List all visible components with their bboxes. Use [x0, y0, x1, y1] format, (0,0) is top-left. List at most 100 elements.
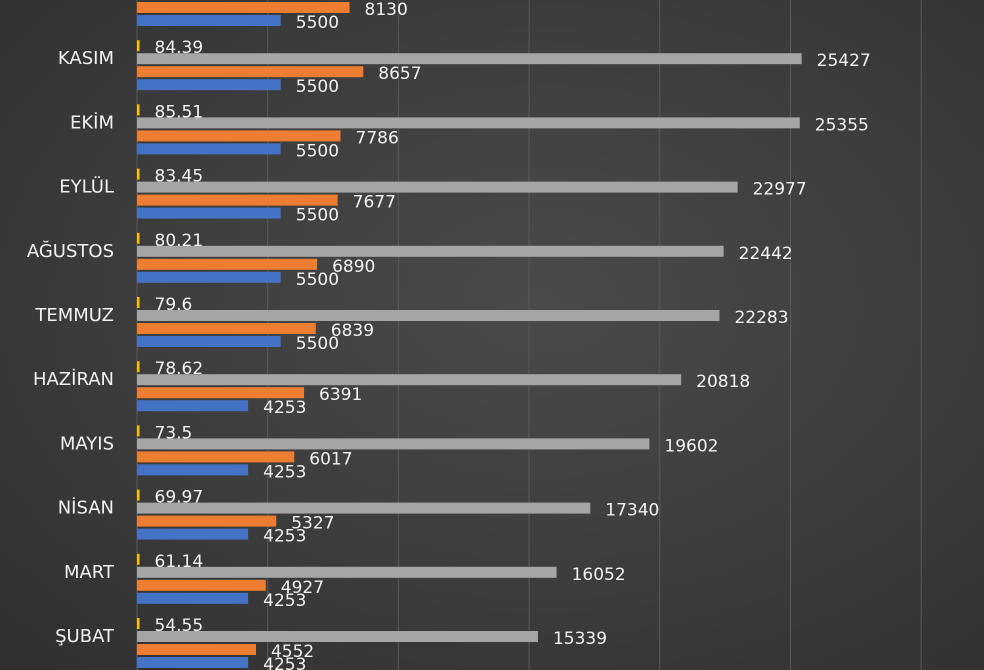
data-label: 4253	[263, 527, 306, 547]
data-label: 84.39	[155, 38, 204, 58]
category-label: EYLÜL	[59, 176, 114, 198]
category-label: MART	[64, 562, 115, 583]
bar	[137, 438, 650, 450]
data-label: 79.6	[155, 295, 193, 315]
category-label: KASIM	[58, 48, 114, 69]
data-label: 6391	[319, 385, 362, 405]
bar	[137, 579, 266, 591]
bar	[137, 66, 364, 78]
bar	[137, 323, 316, 334]
data-label: 54.55	[155, 616, 204, 636]
gridlines	[136, 0, 922, 670]
data-label: 17340	[605, 501, 659, 521]
data-label: 5500	[296, 13, 339, 33]
bar	[137, 207, 281, 219]
data-label: 8657	[378, 64, 421, 84]
bar	[137, 130, 341, 142]
bar	[137, 657, 249, 668]
bar	[137, 425, 140, 437]
data-label: 85.51	[155, 102, 204, 122]
data-label: 69.97	[155, 488, 204, 508]
bar	[137, 489, 140, 501]
bar	[137, 361, 140, 373]
bar	[137, 451, 295, 463]
data-label: 61.14	[155, 552, 204, 572]
data-label: 4253	[263, 398, 306, 418]
data-label: 5500	[296, 270, 339, 290]
bar	[137, 400, 249, 412]
bar	[137, 644, 256, 655]
category-label: MAYIS	[60, 433, 114, 454]
bar	[137, 387, 305, 399]
category-label: ŞUBAT	[55, 626, 115, 647]
data-labels: 425345521533954.55425349271605261.144253…	[155, 0, 871, 670]
data-label: 6839	[331, 321, 374, 341]
data-label: 7677	[353, 193, 396, 213]
data-label: 5500	[296, 77, 339, 97]
data-label: 78.62	[155, 359, 204, 379]
bar	[137, 271, 281, 283]
data-label: 15339	[553, 629, 607, 649]
bar	[137, 232, 140, 244]
category-label: HAZİRAN	[33, 369, 114, 390]
bar	[137, 181, 738, 193]
bar	[137, 374, 682, 386]
category-label: EKİM	[70, 112, 114, 133]
data-label: 19602	[664, 436, 718, 456]
bar	[137, 104, 140, 116]
data-label: 25355	[815, 115, 869, 135]
bar	[137, 310, 720, 321]
data-label: 25427	[817, 51, 871, 71]
data-label: 5500	[296, 206, 339, 226]
data-label: 22283	[734, 308, 788, 328]
bar	[137, 15, 281, 26]
bar	[137, 117, 800, 129]
data-label: 5500	[296, 334, 339, 354]
bar	[137, 464, 249, 476]
data-label: 73.5	[155, 423, 193, 443]
category-labels: ŞUBAT MART NİSAN MAYIS HAZİRAN TEMMUZ AĞUSTOS E…	[27, 0, 115, 647]
bars	[137, 2, 802, 668]
data-label: 22442	[739, 244, 793, 264]
data-label: 7786	[356, 128, 399, 148]
category-label: NİSAN	[58, 498, 114, 519]
bar	[137, 258, 318, 270]
data-label: 8130	[365, 0, 408, 20]
data-label: 6890	[332, 257, 375, 277]
data-label: 4927	[281, 578, 324, 598]
bar	[137, 631, 538, 642]
bar	[137, 618, 140, 629]
data-label: 4253	[263, 591, 306, 611]
data-label: 4552	[271, 642, 314, 662]
data-label: 5500	[296, 141, 339, 161]
category-label: AĞUSTOS	[27, 240, 114, 262]
data-label: 20818	[696, 372, 750, 392]
data-label: 83.45	[155, 167, 204, 187]
bar	[137, 336, 281, 347]
bar	[137, 566, 557, 578]
data-label: 22977	[753, 180, 807, 200]
bar	[137, 40, 140, 52]
bar	[137, 528, 249, 540]
bar	[137, 168, 140, 180]
data-label: 4253	[263, 462, 306, 482]
data-label: 16052	[572, 565, 626, 585]
bar	[137, 2, 350, 13]
data-label: 80.21	[155, 231, 204, 251]
bar	[137, 143, 281, 155]
data-label: 6017	[309, 449, 352, 469]
bar	[137, 515, 277, 527]
bar	[137, 79, 281, 91]
data-label: 5327	[291, 514, 334, 534]
bar	[137, 53, 802, 65]
data-label: 4253	[263, 655, 306, 670]
bar	[137, 194, 338, 206]
category-label: TEMMUZ	[34, 305, 114, 326]
bar	[137, 502, 591, 514]
bar	[137, 297, 140, 308]
bar	[137, 592, 249, 604]
bar	[137, 245, 724, 257]
bar	[137, 553, 140, 565]
